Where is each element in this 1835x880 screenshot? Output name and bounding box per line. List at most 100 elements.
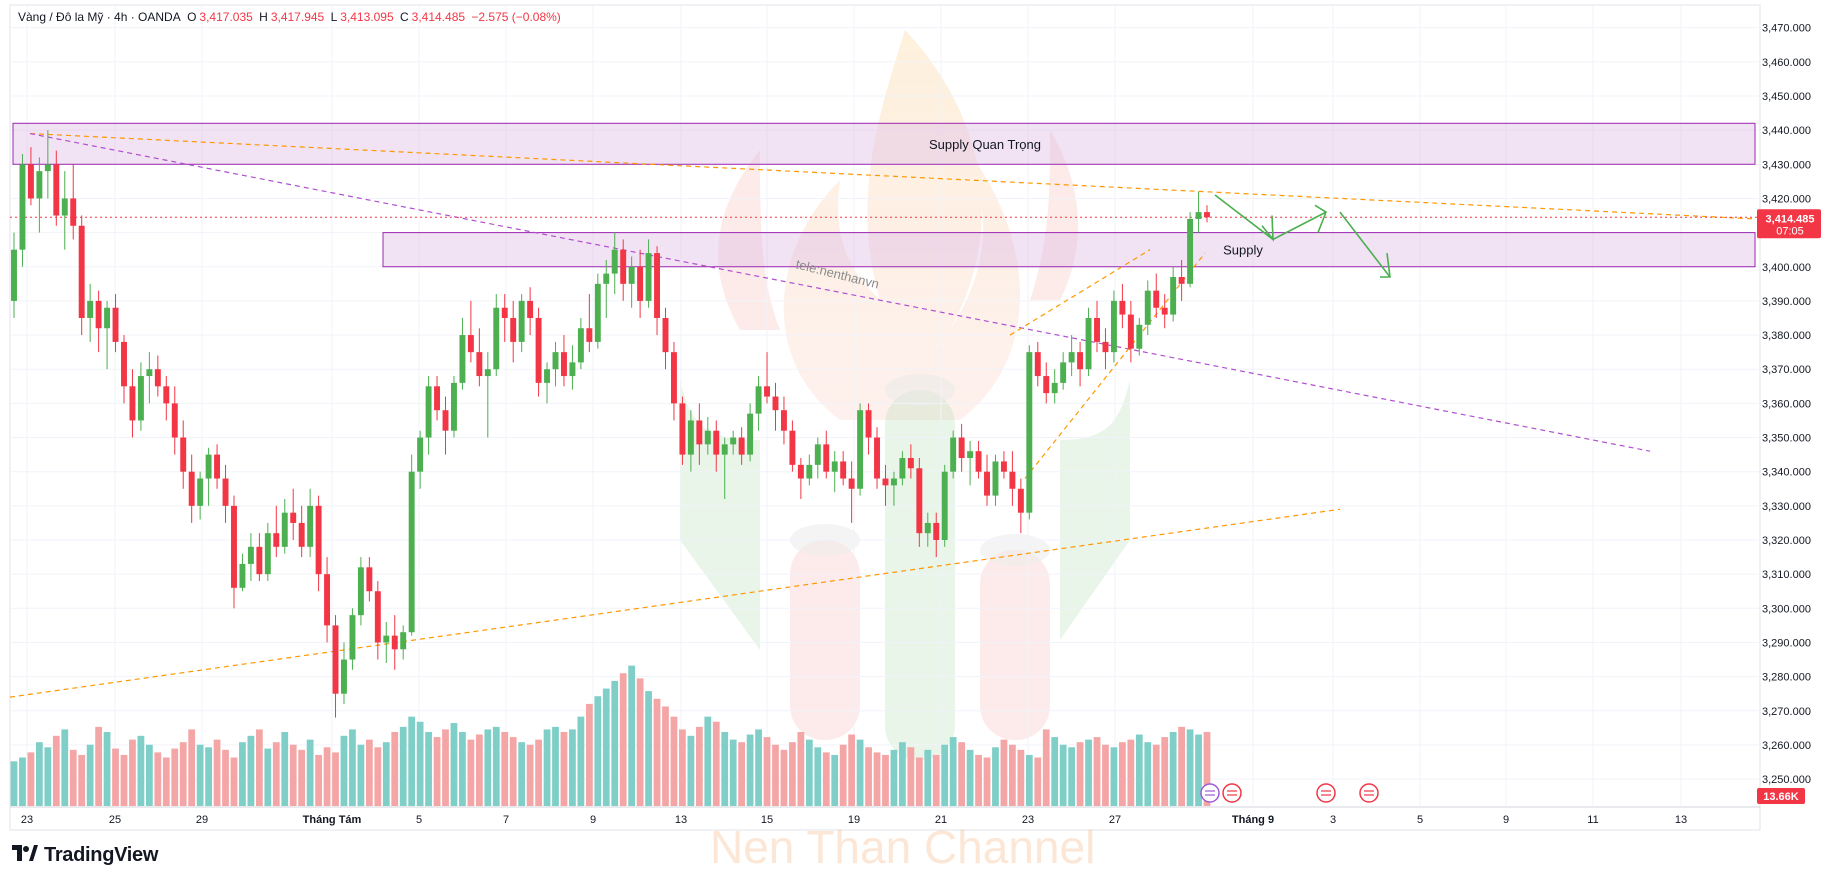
us-flag-event-icon[interactable] bbox=[1359, 783, 1379, 803]
tradingview-logo[interactable]: TradingView bbox=[12, 844, 158, 867]
candle-body bbox=[628, 266, 635, 284]
candle-body bbox=[561, 352, 567, 377]
symbol-legend: Vàng / Đô la Mỹ · 4h · OANDA O 3,417.035 … bbox=[18, 10, 564, 24]
price-tick-label: 3,280.000 bbox=[1762, 672, 1811, 684]
volume-bar bbox=[738, 742, 746, 806]
candle-body bbox=[890, 478, 897, 486]
candle-body bbox=[670, 352, 677, 404]
volume-bar bbox=[365, 739, 373, 806]
volume-bar bbox=[196, 744, 204, 806]
volume-bar bbox=[239, 742, 246, 806]
volume-bar bbox=[865, 747, 872, 806]
candle-body bbox=[264, 533, 271, 575]
volume-bar bbox=[247, 735, 255, 806]
trend-line bbox=[9, 508, 1341, 698]
volume-bar bbox=[213, 739, 221, 806]
volume-bar bbox=[535, 739, 542, 806]
candle-body bbox=[163, 386, 170, 404]
symbol-info[interactable]: Vàng / Đô la Mỹ · 4h · OANDA bbox=[18, 10, 181, 24]
candle-body bbox=[1060, 362, 1067, 383]
price-tick-label: 3,370.000 bbox=[1762, 364, 1811, 376]
time-tick-label: 7 bbox=[503, 814, 509, 826]
price-tick-label: 3,310.000 bbox=[1762, 569, 1811, 581]
us-flag-event-icon[interactable] bbox=[1316, 783, 1336, 803]
candle-body bbox=[1026, 352, 1033, 513]
volume-bar bbox=[569, 729, 576, 806]
candle-body bbox=[366, 567, 373, 592]
volume-bar bbox=[679, 729, 686, 806]
candle-body bbox=[544, 369, 551, 383]
volume-bar bbox=[797, 731, 805, 806]
candle-body bbox=[950, 437, 957, 472]
candle-body bbox=[408, 471, 415, 633]
volume-bar bbox=[1025, 754, 1033, 806]
candlesticks bbox=[11, 130, 1210, 718]
volume-bar bbox=[729, 739, 737, 806]
candle-body bbox=[1119, 300, 1126, 315]
candle-body bbox=[848, 478, 855, 489]
candle-body bbox=[273, 533, 280, 547]
volume-bar bbox=[222, 749, 229, 806]
candle-body bbox=[298, 522, 305, 547]
time-tick-label: 19 bbox=[848, 814, 860, 826]
trend-line bbox=[1009, 249, 1151, 336]
volume-bar bbox=[1178, 726, 1186, 806]
volume-bar bbox=[120, 754, 128, 806]
candle-body bbox=[1195, 212, 1202, 219]
price-axis[interactable]: 3,250.000 3,260.000 3,270.000 3,280.000 3,29… bbox=[1757, 23, 1821, 804]
candle-body bbox=[654, 253, 660, 318]
candle-body bbox=[231, 505, 237, 588]
candle-body bbox=[425, 386, 432, 438]
time-axis[interactable]: 23 25 29 Tháng Tám 5 7 9 13 15 19 21 23 27 Tháng 9 3 5 9… bbox=[21, 814, 1687, 826]
candle-body bbox=[696, 420, 703, 445]
candle-body bbox=[1110, 300, 1117, 353]
candle-body bbox=[493, 307, 500, 370]
volume-tag-value: 13.66K bbox=[1763, 791, 1799, 803]
volume-bar bbox=[332, 752, 339, 806]
volume-bar bbox=[78, 754, 86, 806]
price-tick-label: 3,420.000 bbox=[1762, 193, 1811, 205]
candle-body bbox=[239, 563, 246, 588]
volume-bar bbox=[10, 761, 18, 806]
volume-bar bbox=[433, 737, 441, 806]
candle-body bbox=[1009, 471, 1016, 489]
volume-bar bbox=[619, 673, 627, 806]
candle-body bbox=[907, 458, 914, 469]
volume-bar bbox=[915, 757, 923, 806]
candle-body bbox=[104, 307, 111, 329]
volume-bar bbox=[958, 742, 966, 806]
lightning-event-icon[interactable] bbox=[1200, 783, 1220, 803]
candle-body bbox=[484, 369, 491, 377]
volume-bar bbox=[611, 680, 619, 806]
price-tick-label: 3,450.000 bbox=[1762, 91, 1811, 103]
volume-bar bbox=[805, 739, 813, 806]
candle-body bbox=[188, 471, 195, 506]
volume-bar bbox=[391, 731, 399, 806]
candle-body bbox=[789, 430, 796, 465]
volume-bar bbox=[112, 748, 119, 806]
candle-body bbox=[27, 164, 34, 199]
time-tick-label: 27 bbox=[1109, 814, 1121, 826]
volume-bar bbox=[1169, 731, 1177, 806]
candle-countdown: 07:05 bbox=[1776, 225, 1804, 237]
candle-body bbox=[434, 386, 441, 411]
price-tick-label: 3,390.000 bbox=[1762, 296, 1811, 308]
volume-tag bbox=[1757, 788, 1805, 804]
volume-bar bbox=[416, 721, 424, 806]
supply-zone-box bbox=[12, 122, 1756, 165]
candle-body bbox=[417, 437, 424, 472]
candle-body bbox=[78, 225, 85, 318]
economic-event-markers[interactable] bbox=[1200, 783, 1379, 803]
volume-bar bbox=[704, 716, 712, 806]
candle-body bbox=[290, 512, 297, 523]
us-flag-event-icon[interactable] bbox=[1222, 783, 1242, 803]
volume-bar bbox=[61, 729, 69, 806]
high-label: H bbox=[259, 10, 268, 24]
volume-bar bbox=[1093, 737, 1101, 806]
volume-bar bbox=[966, 749, 974, 806]
volume-bar bbox=[281, 731, 289, 806]
price-tick-label: 3,350.000 bbox=[1762, 433, 1811, 445]
tradingview-icon bbox=[12, 844, 38, 867]
